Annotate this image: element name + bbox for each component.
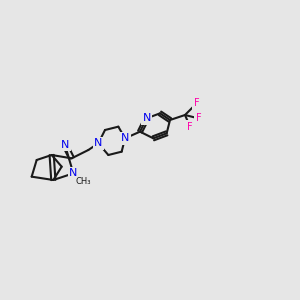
Text: N: N (142, 113, 151, 123)
Text: F: F (187, 122, 193, 132)
Text: F: F (196, 113, 201, 123)
Text: F: F (194, 98, 200, 108)
Text: N: N (61, 140, 69, 150)
Text: N: N (121, 133, 129, 143)
Text: N: N (94, 138, 103, 148)
Text: N: N (69, 168, 77, 178)
Text: CH₃: CH₃ (76, 177, 91, 186)
